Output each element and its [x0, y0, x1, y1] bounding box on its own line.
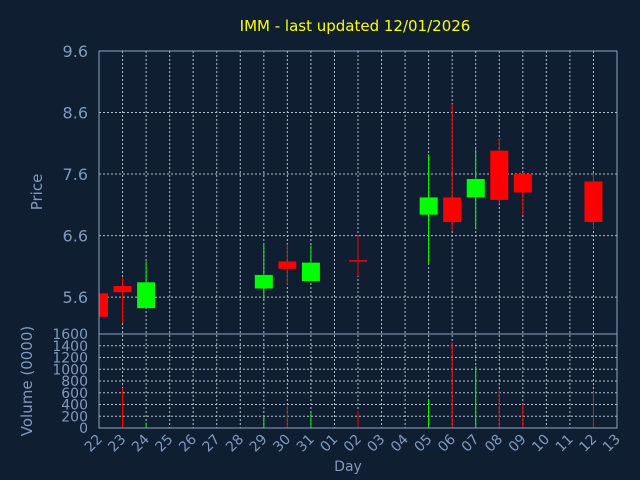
candle-body [490, 150, 509, 200]
day-tick-label: 26 [176, 431, 200, 455]
volume-tick-label: 600 [61, 386, 88, 402]
day-tick-label: 10 [529, 432, 553, 456]
candle-body [513, 174, 532, 193]
candle-body [99, 293, 108, 317]
candles [98, 103, 603, 323]
day-tick-label: 05 [412, 432, 436, 456]
candle-body [278, 261, 297, 269]
day-tick-label: 28 [223, 432, 247, 456]
day-tick-label: 06 [435, 431, 459, 455]
price-tick-label: 9.6 [63, 42, 88, 61]
price-axis-label: Price [28, 174, 46, 211]
volume-axis-label: Volume (0000) [18, 326, 36, 436]
price-axis: 9.6 8.6 7.6 6.6 5.6 [63, 42, 88, 307]
x-axis: 22 23 24 25 26 27 28 29 30 31 01 02 03 04 05 06 07 08 09 10… [82, 431, 624, 455]
volume-tick-label: 1400 [52, 339, 88, 355]
volume-tick-label: 0 [79, 421, 88, 437]
volume-tick-label: 200 [61, 409, 88, 425]
day-tick-label: 08 [482, 432, 506, 456]
price-tick-label: 6.6 [63, 227, 88, 246]
chart-title: IMM - last updated 12/01/2026 [240, 17, 471, 35]
day-tick-label: 02 [341, 432, 365, 456]
price-tick-label: 5.6 [63, 288, 88, 307]
x-axis-label: Day [334, 459, 362, 475]
volume-tick-label: 1600 [52, 327, 88, 343]
day-tick-label: 29 [247, 432, 271, 456]
candle-body [443, 197, 462, 223]
price-tick-label: 8.6 [63, 104, 88, 123]
day-tick-label: 27 [200, 432, 224, 456]
volume-tick-label: 1200 [52, 351, 88, 367]
day-tick-label: 07 [459, 432, 483, 456]
volume-frame [98, 333, 618, 429]
day-tick-label: 04 [388, 431, 412, 455]
day-tick-label: 24 [129, 431, 153, 455]
candle-body [301, 262, 320, 282]
day-tick-label: 01 [317, 432, 341, 456]
day-tick-label: 31 [294, 432, 318, 456]
day-tick-label: 11 [553, 432, 577, 456]
volume-tick-label: 800 [61, 374, 88, 390]
day-tick-label: 12 [576, 432, 600, 456]
price-tick-label: 7.6 [63, 165, 88, 184]
candle-body [137, 282, 156, 309]
day-tick-label: 30 [270, 432, 294, 456]
candle-body [349, 260, 367, 262]
grid-lines [98, 50, 618, 429]
day-tick-label: 23 [105, 432, 129, 456]
volume-tick-label: 1000 [52, 362, 88, 378]
candle-body [113, 286, 132, 293]
volume-bars [122, 342, 594, 428]
day-tick-label: 13 [600, 432, 624, 456]
candle-body [466, 178, 485, 198]
day-tick-label: 03 [364, 432, 388, 456]
volume-tick-label: 400 [61, 398, 88, 414]
candle-body [419, 197, 438, 215]
candle-body [254, 274, 273, 289]
candle-body [584, 181, 603, 223]
day-tick-label: 09 [506, 432, 530, 456]
day-tick-label: 25 [153, 432, 177, 456]
